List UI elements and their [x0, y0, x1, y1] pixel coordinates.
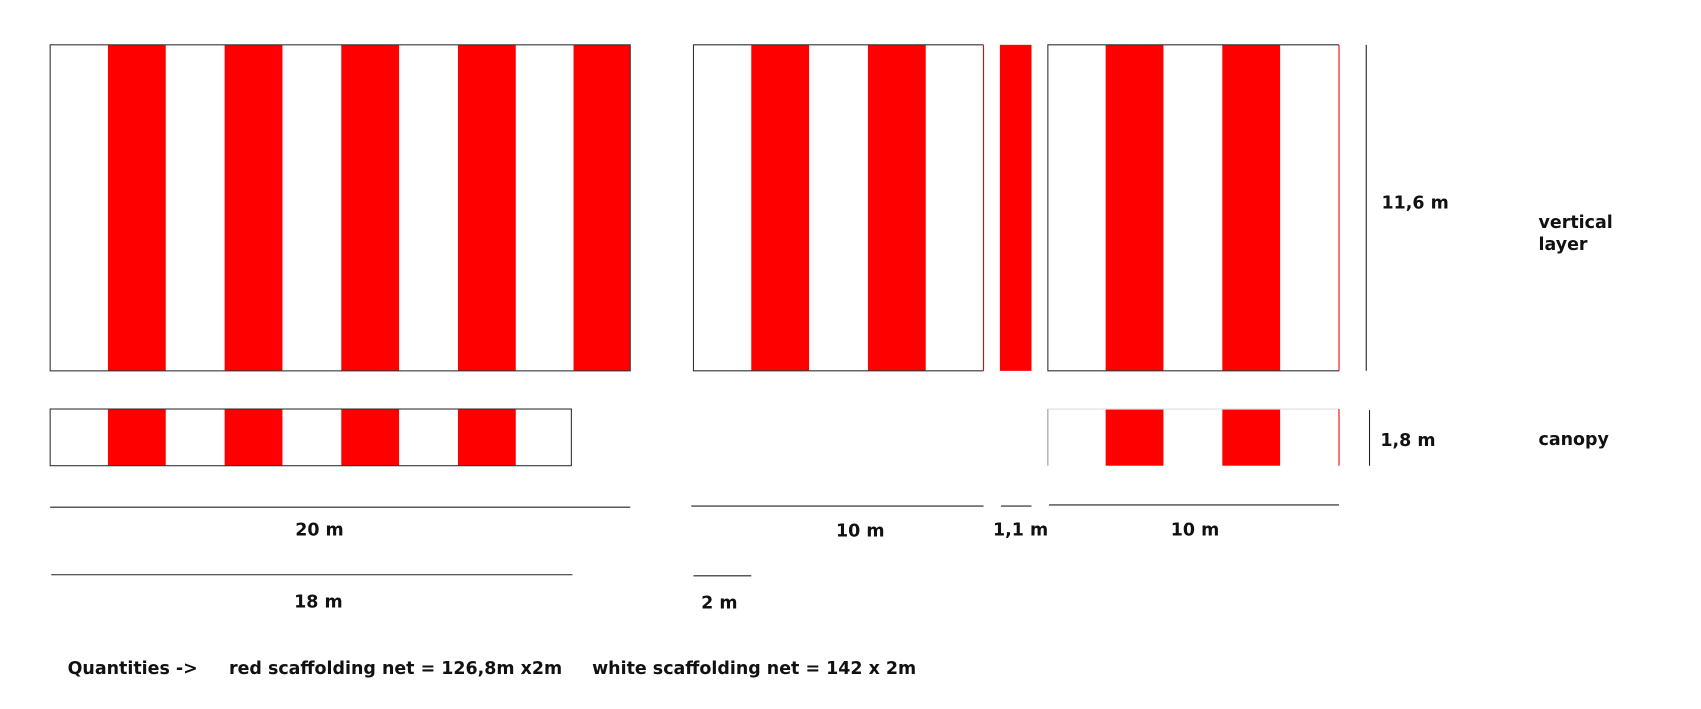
- layer-label: layer: [1539, 235, 1588, 255]
- dimension-label: 1,8 m: [1380, 431, 1435, 451]
- canopy-right: [1047, 408, 1340, 466]
- canopy-left: [49, 408, 572, 467]
- dimension-label: 2 m: [701, 594, 737, 614]
- panel-left: [49, 44, 631, 372]
- dimension-label: 20 m: [295, 521, 344, 541]
- layer-label: canopy: [1539, 430, 1610, 450]
- layer-label: vertical: [1539, 213, 1613, 233]
- quantity: red scaffolding net = 126,8m x2m: [229, 659, 562, 679]
- dimension-label: 10 m: [1171, 521, 1220, 541]
- panel-middle: [692, 44, 985, 372]
- dimension-label: 10 m: [836, 522, 885, 542]
- dimension-lines: [50, 44, 1371, 577]
- dimension-label: 18 m: [294, 592, 343, 612]
- panel-narrow: [999, 44, 1032, 371]
- quantities-title: Quantities ->: [68, 659, 198, 679]
- quantity: white scaffolding net = 142 x 2m: [592, 659, 916, 679]
- dimension-label: 11,6 m: [1382, 193, 1449, 213]
- dimension-label: 1,1 m: [993, 521, 1048, 541]
- panel-right: [1047, 44, 1340, 372]
